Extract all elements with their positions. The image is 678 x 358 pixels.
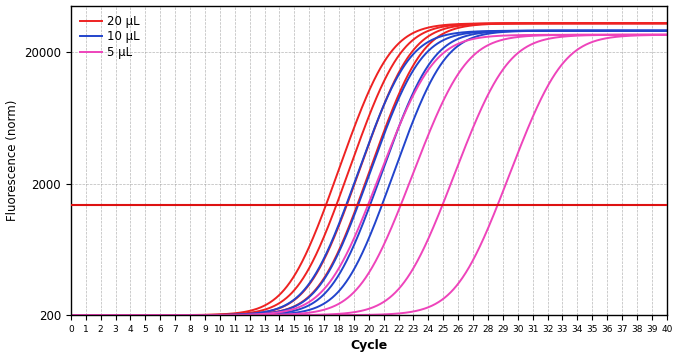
20 μL (341, 151, 349, 155)
5 μL (357, 221, 365, 225)
20 μL (536, 21, 544, 25)
10 μL (66, 313, 75, 317)
Line: 20 μL: 20 μL (71, 23, 666, 315)
10 μL (536, 29, 544, 33)
20 μL (662, 21, 671, 25)
10 μL (662, 29, 671, 33)
5 μL (536, 33, 544, 37)
Line: 10 μL: 10 μL (71, 31, 666, 315)
5 μL (66, 313, 75, 317)
5 μL (645, 33, 654, 37)
10 μL (357, 164, 365, 168)
5 μL (341, 255, 349, 260)
10 μL (341, 207, 349, 211)
10 μL (97, 313, 105, 317)
Y-axis label: Fluorescence (norm): Fluorescence (norm) (5, 100, 18, 221)
20 μL (66, 313, 75, 317)
10 μL (645, 29, 654, 33)
20 μL (357, 109, 365, 113)
20 μL (97, 313, 105, 317)
Line: 5 μL: 5 μL (71, 35, 666, 315)
5 μL (645, 33, 653, 37)
20 μL (645, 21, 654, 25)
5 μL (97, 313, 105, 317)
10 μL (645, 29, 653, 33)
X-axis label: Cycle: Cycle (350, 339, 387, 352)
20 μL (645, 21, 653, 25)
Legend: 20 μL, 10 μL, 5 μL: 20 μL, 10 μL, 5 μL (77, 11, 144, 62)
5 μL (662, 33, 671, 37)
